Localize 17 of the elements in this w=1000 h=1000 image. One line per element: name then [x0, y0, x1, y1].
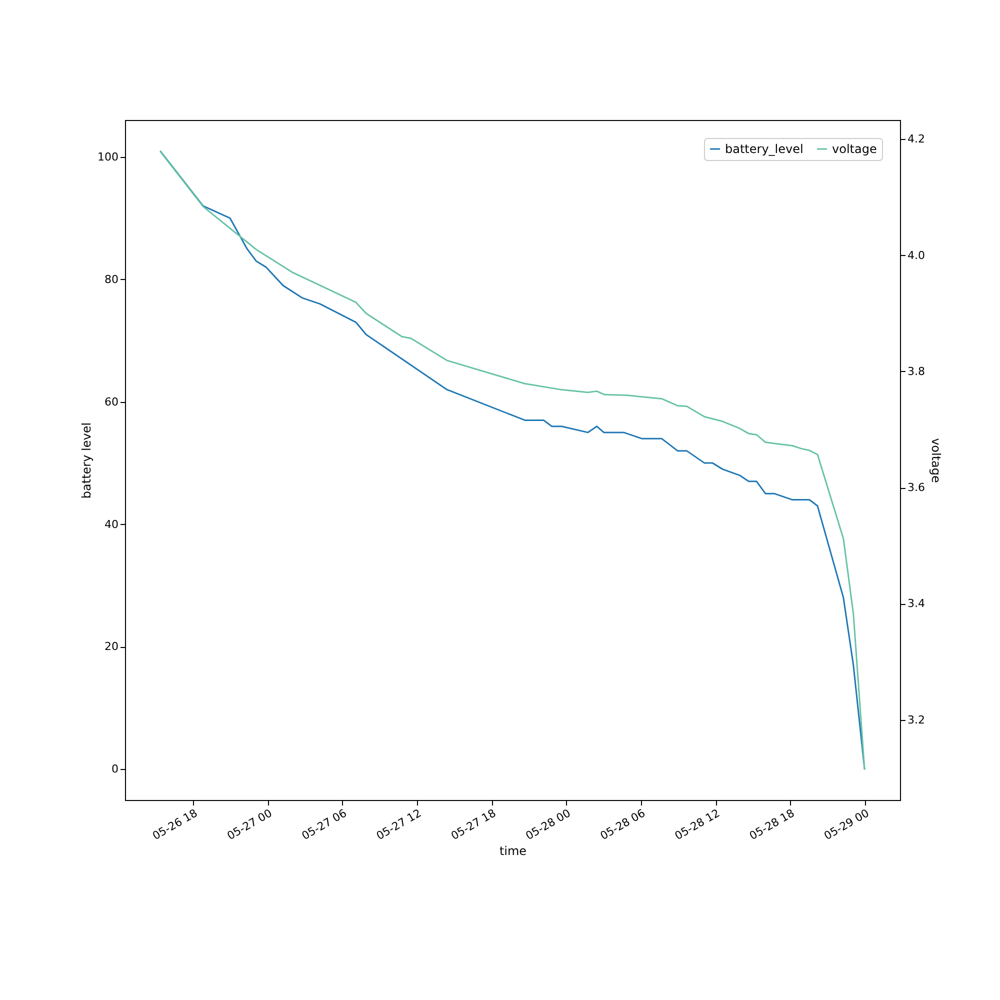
y2-tick-label: 3.6 — [908, 481, 925, 494]
y-axis-title: battery level — [80, 422, 94, 499]
y2-axis-title: voltage — [928, 438, 943, 483]
legend-label: battery_level — [725, 142, 804, 156]
y-tick-label: 80 — [104, 272, 118, 286]
x-axis-title: time — [499, 844, 527, 858]
y-tick-label: 60 — [104, 395, 118, 408]
y-tick-label: 40 — [104, 518, 118, 531]
y2-tick-label: 3.2 — [908, 713, 925, 726]
y2-tick-label: 3.8 — [908, 364, 925, 378]
y-tick-label: 0 — [112, 762, 118, 776]
y2-tick-label: 3.4 — [908, 597, 925, 610]
legend-label: voltage — [832, 142, 877, 156]
y2-tick-label: 4.2 — [908, 132, 925, 146]
y-tick-label: 100 — [98, 150, 118, 164]
y-tick-label: 20 — [104, 640, 118, 654]
y2-tick-label: 4.0 — [908, 248, 925, 262]
